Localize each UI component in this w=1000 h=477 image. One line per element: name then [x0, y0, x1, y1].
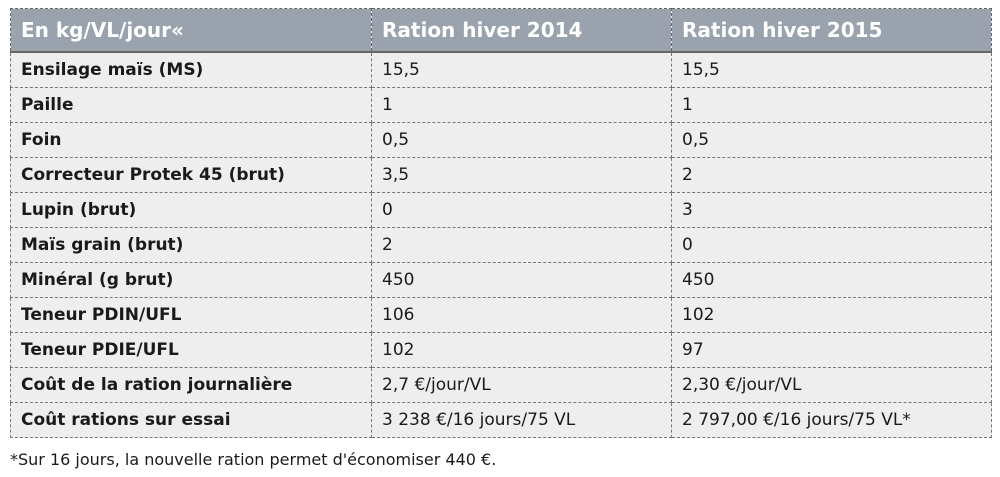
value-2015: 1 — [671, 87, 992, 123]
value-2015: 0,5 — [671, 122, 992, 158]
row-label: Coût de la ration journalière — [10, 367, 372, 403]
value-2015: 97 — [671, 332, 992, 368]
table-row: Teneur PDIE/UFL 102 97 — [10, 332, 992, 368]
value-2015: 2,30 €/jour/VL — [671, 367, 992, 403]
row-label: Minéral (g brut) — [10, 262, 372, 298]
value-2014: 0 — [371, 192, 672, 228]
row-label: Paille — [10, 87, 372, 123]
row-label: Teneur PDIE/UFL — [10, 332, 372, 368]
table-row: Correcteur Protek 45 (brut) 3,5 2 — [10, 157, 992, 193]
value-2014: 0,5 — [371, 122, 672, 158]
value-2014: 2,7 €/jour/VL — [371, 367, 672, 403]
value-2015: 2 — [671, 157, 992, 193]
table-row: Coût rations sur essai 3 238 €/16 jours/… — [10, 402, 992, 438]
value-2014: 102 — [371, 332, 672, 368]
table-row: Foin 0,5 0,5 — [10, 122, 992, 158]
value-2014: 2 — [371, 227, 672, 263]
value-2014: 450 — [371, 262, 672, 298]
table-row: Paille 1 1 — [10, 87, 992, 123]
header-ration-2015: Ration hiver 2015 — [671, 8, 992, 53]
row-label: Teneur PDIN/UFL — [10, 297, 372, 333]
row-label: Foin — [10, 122, 372, 158]
value-2014: 3,5 — [371, 157, 672, 193]
value-2015: 450 — [671, 262, 992, 298]
value-2014: 1 — [371, 87, 672, 123]
value-2015: 3 — [671, 192, 992, 228]
value-2014: 106 — [371, 297, 672, 333]
table-row: Minéral (g brut) 450 450 — [10, 262, 992, 298]
row-label: Lupin (brut) — [10, 192, 372, 228]
value-2014: 15,5 — [371, 51, 672, 88]
value-2015: 15,5 — [671, 51, 992, 88]
footnote: *Sur 16 jours, la nouvelle ration permet… — [10, 450, 497, 469]
table-row: Ensilage maïs (MS) 15,5 15,5 — [10, 51, 992, 88]
value-2015: 2 797,00 €/16 jours/75 VL* — [671, 402, 992, 438]
table-row: Teneur PDIN/UFL 106 102 — [10, 297, 992, 333]
ration-table: En kg/VL/jour« Ration hiver 2014 Ration … — [10, 8, 992, 438]
row-label: Coût rations sur essai — [10, 402, 372, 438]
table-row: Maïs grain (brut) 2 0 — [10, 227, 992, 263]
table-row: Lupin (brut) 0 3 — [10, 192, 992, 228]
row-label: Correcteur Protek 45 (brut) — [10, 157, 372, 193]
table-header-row: En kg/VL/jour« Ration hiver 2014 Ration … — [10, 8, 992, 53]
value-2015: 102 — [671, 297, 992, 333]
value-2015: 0 — [671, 227, 992, 263]
table-row: Coût de la ration journalière 2,7 €/jour… — [10, 367, 992, 403]
row-label: Maïs grain (brut) — [10, 227, 372, 263]
header-ration-2014: Ration hiver 2014 — [371, 8, 672, 53]
value-2014: 3 238 €/16 jours/75 VL — [371, 402, 672, 438]
header-unit: En kg/VL/jour« — [10, 8, 372, 53]
row-label: Ensilage maïs (MS) — [10, 51, 372, 88]
